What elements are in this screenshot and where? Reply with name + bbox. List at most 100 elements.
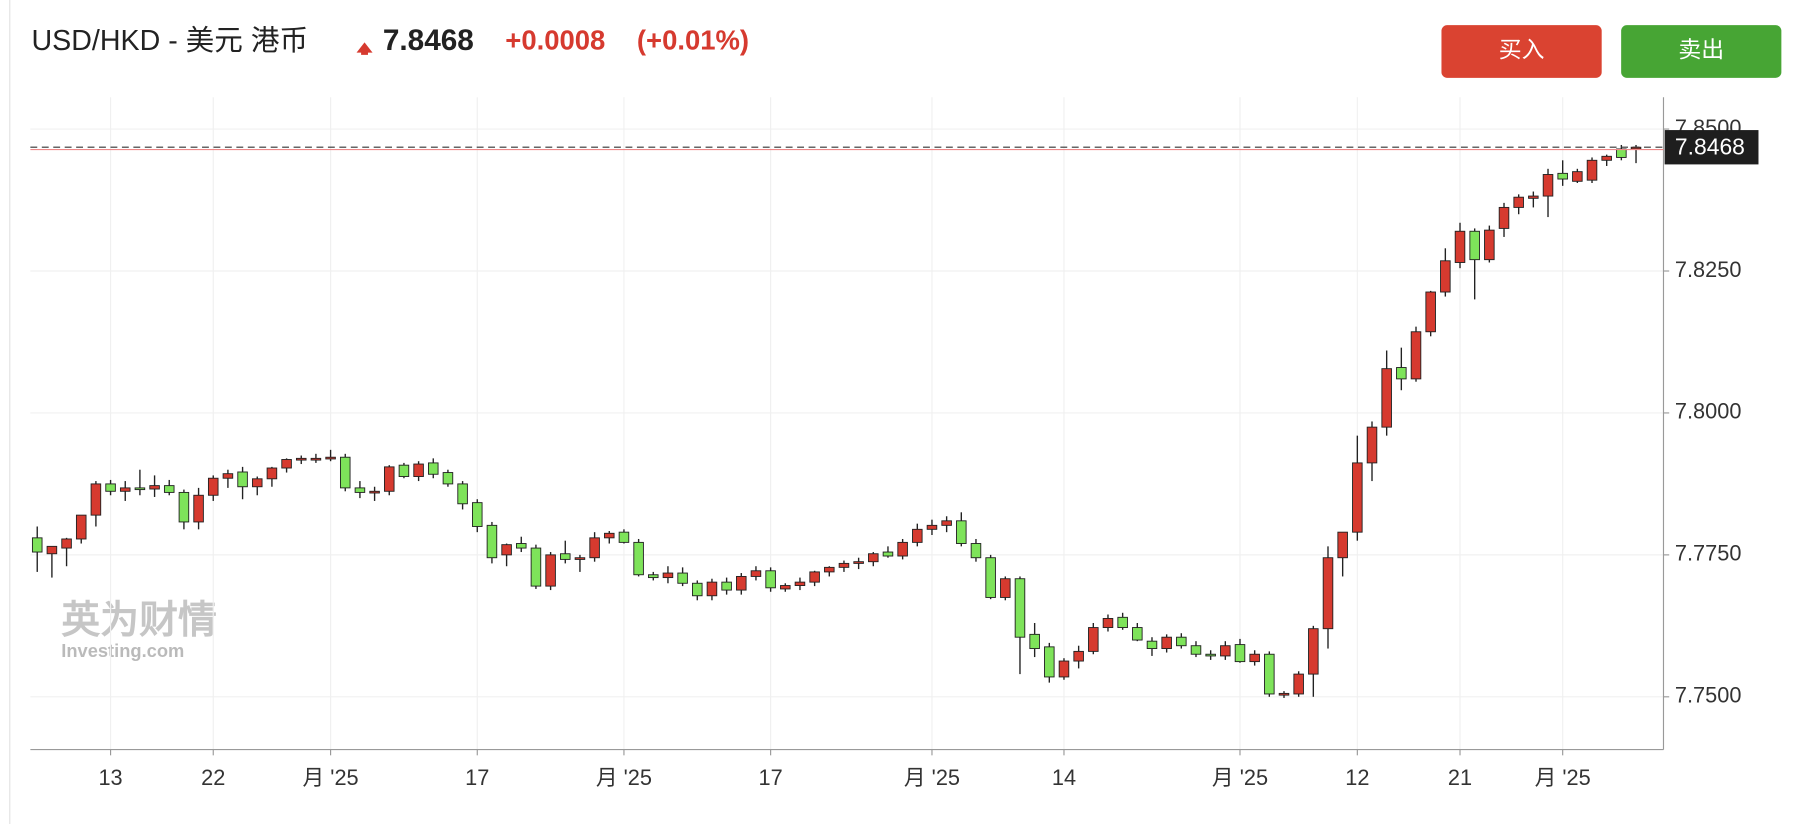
candle-body — [281, 459, 292, 469]
candle-body — [75, 514, 87, 540]
candle-body — [31, 537, 43, 553]
candle-body — [1616, 148, 1627, 158]
candle-body — [1102, 618, 1114, 629]
buy-button[interactable]: 买入 — [1441, 25, 1602, 78]
candle-body — [413, 463, 424, 477]
x-tick-label: 12 — [1345, 765, 1369, 790]
candle-body — [662, 572, 674, 579]
candle-body — [251, 478, 263, 488]
overlay: 7.8468 — [30, 130, 1759, 165]
candle-body — [501, 544, 512, 556]
sell-button-label[interactable]: 卖出 — [1678, 37, 1724, 63]
candle-body — [604, 532, 615, 539]
candle-body — [765, 570, 776, 589]
candle-body — [794, 581, 806, 586]
candle-body — [956, 520, 967, 544]
candle-body — [1542, 174, 1554, 197]
x-tick-label: 22 — [201, 765, 225, 790]
candle-body — [1264, 653, 1275, 695]
candle-body — [222, 473, 234, 479]
candle-body — [912, 528, 923, 543]
candle-body — [882, 551, 894, 557]
watermark: Investing.com — [61, 640, 184, 661]
candle-body — [1498, 206, 1510, 229]
sell-button[interactable]: 卖出 — [1621, 25, 1782, 78]
candle-body — [838, 562, 850, 568]
x-tick-label: 21 — [1448, 765, 1472, 790]
candle-body — [1440, 260, 1451, 293]
candle-body — [780, 585, 791, 590]
candle-body — [486, 524, 498, 559]
candle-body — [648, 574, 659, 579]
x-tick-label: 14 — [1052, 765, 1076, 790]
candle-body — [1572, 171, 1583, 182]
last-price-label: 7.8468 — [1675, 133, 1745, 159]
candle-body — [354, 487, 366, 493]
candle-body — [1190, 645, 1202, 655]
candle-body — [618, 531, 630, 543]
header-change-pct: (+0.01%) — [637, 25, 749, 56]
candle-body — [1044, 646, 1055, 678]
up-arrow — [356, 42, 373, 55]
candle-body — [442, 472, 454, 485]
sell-button-bg[interactable] — [1621, 25, 1782, 78]
candle-body — [1410, 331, 1422, 380]
header-change: +0.0008 — [505, 25, 605, 56]
y-tick-label: 7.8250 — [1675, 257, 1741, 282]
candle-body — [868, 553, 879, 563]
x-tick-label: 月 '25 — [904, 765, 960, 790]
candle-body — [1014, 578, 1026, 638]
candle-body — [1161, 636, 1172, 650]
candle-body — [163, 485, 175, 493]
x-tick-label: 17 — [465, 765, 489, 790]
candle-body — [1176, 636, 1187, 647]
candle-body — [266, 467, 278, 480]
candle-body — [339, 456, 351, 489]
candle-body — [310, 457, 322, 461]
buy-button-bg[interactable] — [1441, 25, 1602, 78]
candle-body — [633, 541, 644, 576]
header-price: 7.8468 — [383, 24, 474, 57]
last-price-box — [1664, 130, 1759, 165]
candle-body — [90, 483, 102, 516]
candle-body — [530, 547, 542, 587]
buy-button-label[interactable]: 买入 — [1499, 37, 1545, 63]
candle-body — [1337, 531, 1348, 559]
candle-body — [1586, 159, 1598, 181]
chart-title: USD/HKD - 美元 港币 — [32, 25, 309, 57]
candle-body — [1528, 195, 1539, 199]
candles — [31, 144, 1642, 698]
candle-body — [1396, 367, 1407, 380]
candle-body — [1322, 557, 1334, 630]
candle-body — [193, 494, 204, 523]
candle-body — [1000, 578, 1011, 598]
x-tick-label: 月 '25 — [303, 765, 359, 790]
candle-body — [677, 572, 688, 584]
candle-body — [295, 457, 307, 461]
candle-body — [706, 581, 718, 597]
candle-body — [427, 462, 439, 475]
candle-body — [325, 456, 336, 460]
candle-body — [853, 561, 864, 564]
candle-body — [545, 554, 556, 587]
y-tick-label: 7.8000 — [1675, 399, 1741, 424]
candle-body — [1469, 230, 1480, 261]
candle-body — [46, 545, 58, 555]
y-tick-label: 7.7750 — [1675, 541, 1741, 566]
candle-body — [1352, 462, 1363, 533]
candle-body — [1366, 426, 1378, 464]
candle-body — [736, 575, 747, 591]
candle-body — [941, 520, 952, 526]
candle-body — [1146, 640, 1158, 650]
x-tick-label: 17 — [759, 765, 783, 790]
candle-body — [1205, 653, 1216, 657]
candle-body — [926, 524, 938, 530]
candle-body — [1308, 628, 1319, 675]
candle-body — [1425, 291, 1436, 333]
candle-body — [1132, 627, 1143, 641]
candle-body — [1601, 155, 1612, 161]
candle-body — [398, 464, 410, 477]
